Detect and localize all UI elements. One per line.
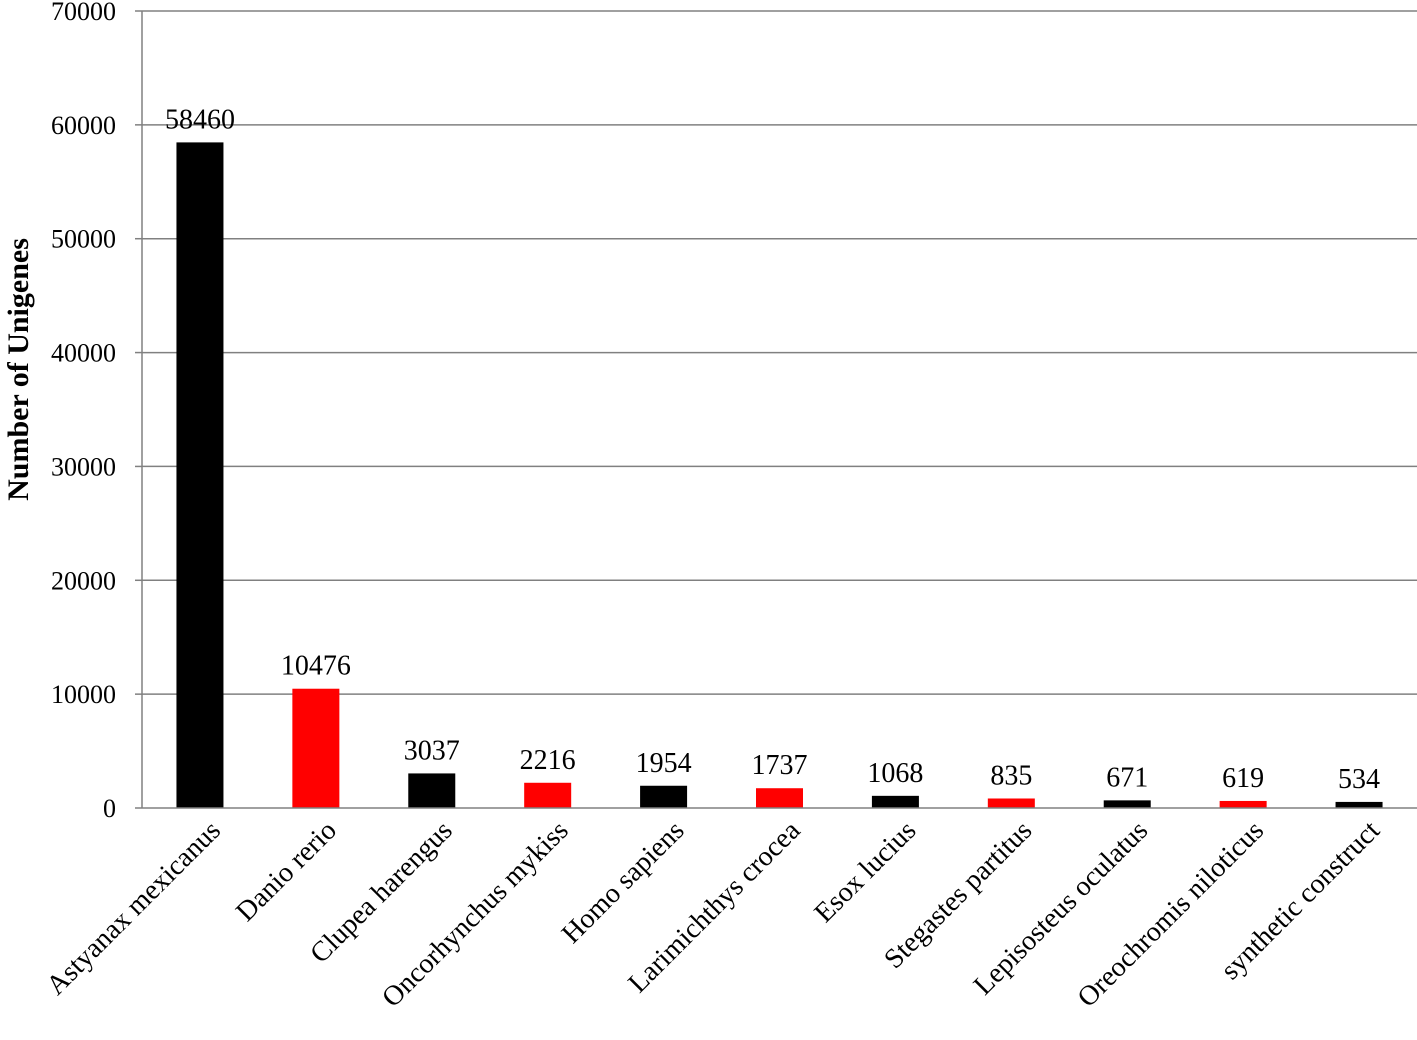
bar (1103, 800, 1151, 808)
data-label: 3037 (404, 735, 460, 766)
data-label: 835 (990, 760, 1032, 791)
category-label: Astyanax mexicanus (41, 815, 227, 1001)
data-label: 58460 (165, 104, 235, 135)
y-tick-label: 60000 (51, 111, 116, 140)
bar (1335, 801, 1383, 808)
data-label: 1954 (636, 748, 692, 779)
data-label: 534 (1338, 764, 1380, 795)
y-tick-label: 40000 (51, 339, 116, 368)
data-label: 671 (1106, 762, 1148, 793)
bar (176, 142, 224, 809)
bar (756, 788, 803, 808)
bar (292, 688, 340, 808)
bar (408, 773, 456, 808)
data-label: 1068 (867, 758, 923, 789)
data-label: 10476 (281, 651, 351, 682)
y-tick-label: 70000 (51, 0, 116, 26)
y-tick-label: 20000 (51, 566, 116, 595)
data-labels: 58460 10476 3037 2216 1954 1737 1068 835 671 619 5… (165, 104, 1380, 795)
bar (987, 798, 1035, 808)
bar (871, 795, 919, 808)
bar (640, 785, 688, 808)
data-label: 2216 (520, 745, 576, 776)
data-label: 619 (1222, 763, 1264, 794)
y-tick-label: 50000 (51, 225, 116, 254)
y-axis-title: Number of Unigenes (2, 238, 35, 501)
bars (176, 142, 1383, 809)
bar (1219, 800, 1267, 808)
bar (524, 782, 572, 808)
category-label: Esox lucius (809, 815, 923, 929)
y-tick-label: 10000 (51, 680, 116, 709)
gridlines (142, 10, 1417, 695)
data-label: 1737 (752, 750, 808, 781)
y-tick-label: 0 (103, 794, 116, 823)
y-axis: 0 10000 20000 30000 40000 50000 60000 70000 (51, 0, 143, 823)
y-tick-label: 30000 (51, 452, 116, 481)
category-label: Danio rerio (230, 815, 343, 928)
